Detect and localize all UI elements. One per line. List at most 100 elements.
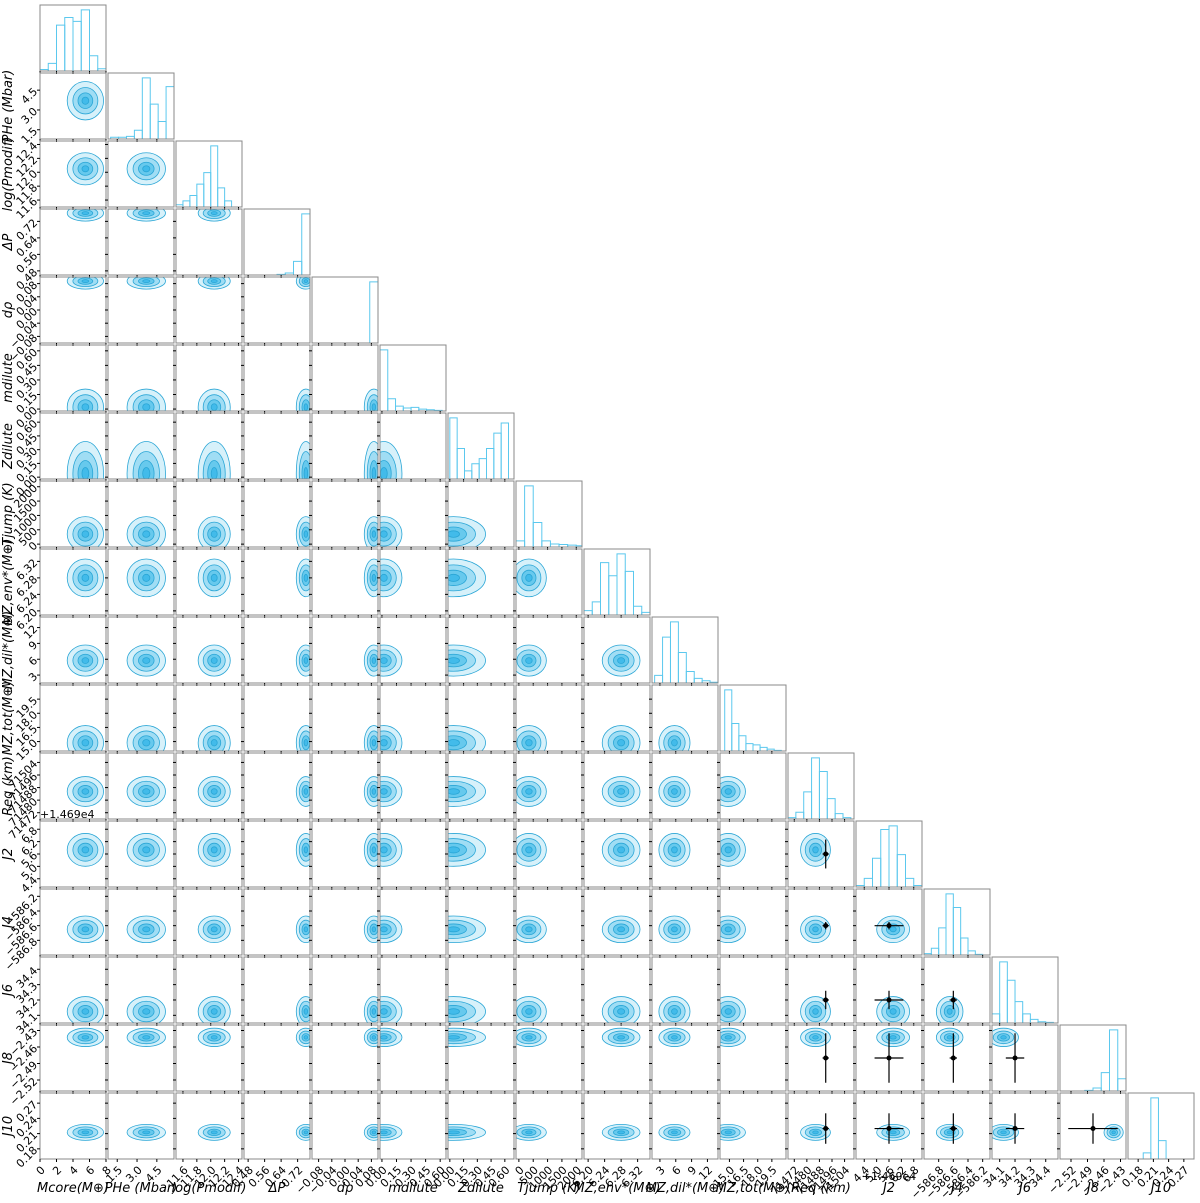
density-contour (142, 467, 151, 479)
panel (295, 516, 310, 547)
panel (363, 915, 378, 944)
y-axis-label: mdilute (1, 353, 16, 402)
density-contour (303, 467, 309, 479)
histogram-step (1014, 1001, 1024, 1023)
density-contour (81, 657, 90, 664)
density-contour (81, 788, 90, 795)
panel-frame (175, 344, 243, 412)
panel (363, 441, 378, 479)
panel-frame (243, 956, 311, 1024)
panel-frame (379, 616, 447, 684)
panel (601, 644, 641, 677)
panel (800, 996, 831, 1023)
panel (197, 1123, 231, 1141)
panel-frame (515, 1024, 583, 1092)
histogram-step (960, 937, 969, 955)
panel (66, 776, 104, 807)
panel (363, 558, 378, 598)
reference-point (1012, 1055, 1018, 1061)
panel-frame (719, 752, 787, 820)
panel-frame (583, 616, 651, 684)
histogram-step (47, 62, 57, 71)
density-contour (210, 846, 218, 854)
density-contour (617, 657, 626, 664)
density-contour (724, 1130, 732, 1135)
density-contour (812, 926, 819, 933)
panel-frame (1059, 1024, 1127, 1092)
panel-frame (583, 956, 651, 1024)
panel (448, 833, 486, 867)
panel-frame (515, 480, 583, 548)
panel-frame (787, 1092, 855, 1160)
y-axis-label: J2 (1, 848, 16, 863)
panel-frame (447, 684, 515, 752)
histogram-step (89, 55, 99, 71)
histogram-step (624, 570, 634, 615)
density-contour (525, 1008, 533, 1015)
panel-frame (379, 888, 447, 956)
histogram-step (80, 9, 90, 71)
density-contour (724, 788, 732, 795)
density-contour (210, 573, 218, 582)
density-contour (142, 926, 151, 933)
panel-frame (447, 752, 515, 820)
density-contour (371, 739, 377, 747)
reference-point (950, 1126, 956, 1132)
panel-frame (379, 412, 447, 480)
panel (448, 1123, 486, 1141)
histogram-step (633, 605, 643, 615)
panel (516, 1027, 547, 1047)
density-contour (303, 1008, 309, 1015)
panel (363, 1123, 378, 1141)
histogram-step (97, 68, 106, 71)
x-tick-label: 4 (67, 1164, 81, 1178)
histogram-step (616, 553, 626, 615)
density-contour (81, 96, 90, 105)
density-contour (303, 279, 309, 284)
panel (197, 725, 231, 751)
panel-frame (175, 684, 243, 752)
density-contour (448, 1008, 460, 1015)
panel (197, 996, 231, 1023)
panel (380, 725, 403, 751)
reference-point (1090, 1126, 1096, 1132)
x-offset-label: +1.469e4 (862, 1170, 916, 1183)
panel (197, 558, 231, 598)
x-axis-label: J8 (1084, 1181, 1099, 1196)
histogram-step (745, 743, 754, 751)
panel-frame (787, 888, 855, 956)
panel-frame (175, 208, 243, 276)
density-contour (371, 788, 377, 795)
panel-frame (243, 344, 311, 412)
x-axis-label: J2 (880, 1181, 895, 1196)
panel (363, 996, 378, 1023)
histogram-step (1100, 1072, 1110, 1091)
histogram-step (1150, 1097, 1159, 1159)
histogram-step (795, 811, 805, 819)
density-contour (380, 926, 388, 933)
x-tick-label: 6 (669, 1164, 683, 1178)
density-contour (210, 279, 218, 284)
y-axis-label: J4 (1, 916, 16, 931)
panel-frame (583, 1024, 651, 1092)
density-contour (81, 403, 90, 411)
panel-frame (243, 888, 311, 956)
panel (66, 996, 104, 1023)
panel (66, 558, 104, 598)
histogram-step (464, 470, 473, 479)
density-contour (525, 1130, 533, 1135)
density-contour (617, 846, 626, 854)
density-contour (81, 467, 90, 479)
histogram-step (1157, 1140, 1167, 1159)
density-contour (724, 846, 732, 854)
density-contour (380, 467, 388, 479)
histogram-step (493, 432, 502, 479)
density-contour (525, 788, 533, 795)
density-contour (142, 403, 151, 411)
panel-frame (175, 752, 243, 820)
panel (516, 996, 547, 1023)
density-contour (81, 279, 90, 284)
density-contour (142, 165, 151, 173)
panel (1128, 1097, 1189, 1159)
histogram-step (803, 791, 813, 819)
